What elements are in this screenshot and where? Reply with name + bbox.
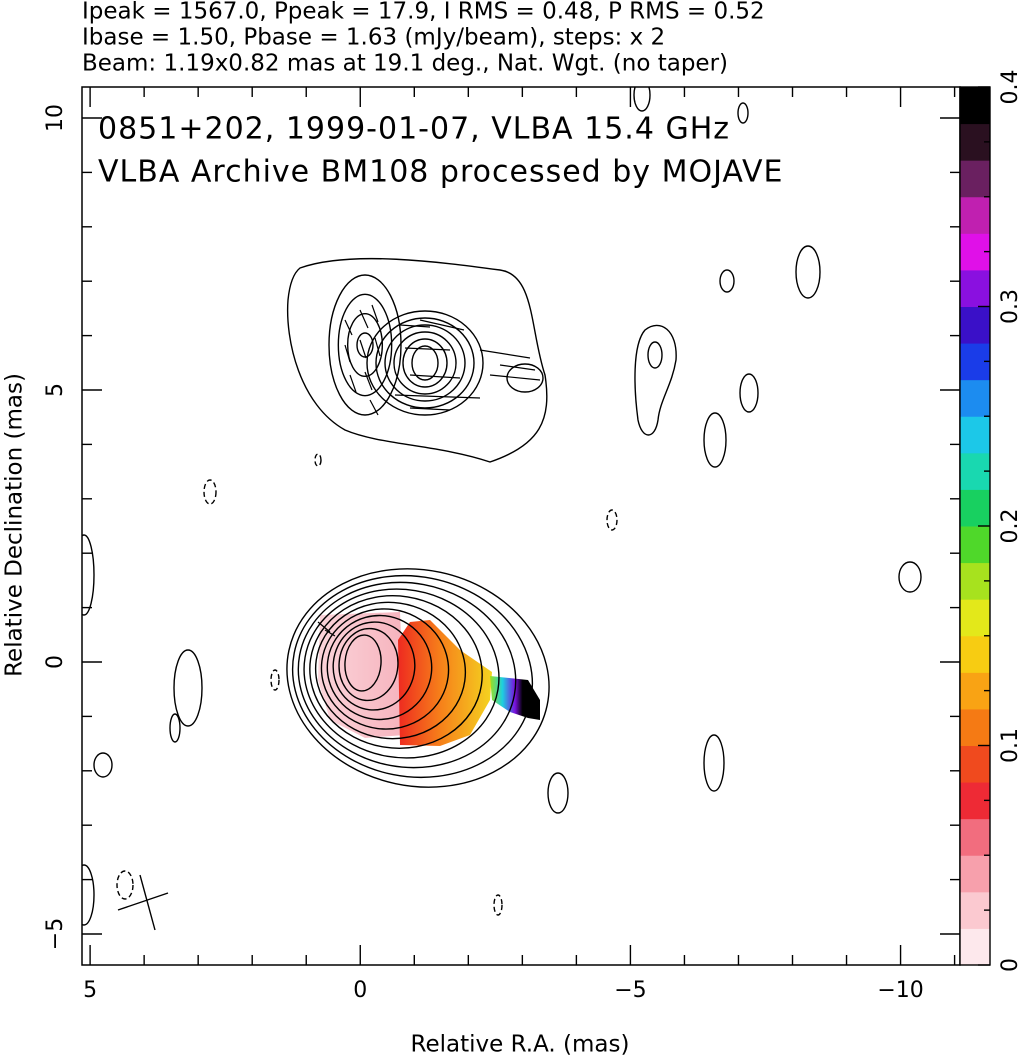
colorbar-band	[960, 818, 990, 856]
contour	[297, 581, 517, 769]
contour	[393, 331, 457, 395]
x-tick-label: 0	[353, 978, 367, 1003]
colorbar-band	[960, 379, 990, 417]
colorbar-band	[960, 855, 990, 893]
annotation: 0851+202, 1999-01-07, VLBA 15.4 GHz	[98, 112, 730, 147]
contour-negative	[493, 894, 503, 916]
header-line: Ipeak = 1567.0, Ppeak = 17.9, I RMS = 0.…	[82, 0, 765, 25]
contour	[739, 373, 759, 413]
x-axis-label: Relative R.A. (mas)	[411, 1032, 630, 1058]
contour	[384, 324, 466, 402]
contour	[375, 317, 475, 409]
colorbar-band	[960, 160, 990, 198]
contour	[169, 713, 181, 743]
contour	[737, 102, 749, 124]
contour-negative	[203, 479, 217, 505]
contour	[93, 752, 113, 778]
contours	[82, 87, 922, 926]
pol-vectors	[317, 304, 541, 637]
contour	[303, 588, 500, 759]
contour	[286, 257, 548, 463]
contour	[337, 293, 393, 397]
header-line: Ibase = 1.50, Pbase = 1.63 (mJy/beam), s…	[82, 25, 665, 51]
contour	[703, 734, 725, 792]
contour	[547, 772, 569, 814]
colorbar-band	[960, 269, 990, 307]
contour	[402, 338, 448, 388]
x-tick-label: −10	[877, 978, 923, 1003]
contour	[328, 274, 402, 416]
contour-negative	[116, 870, 134, 900]
contour-negative	[270, 669, 280, 691]
contour	[320, 608, 450, 730]
annotation: VLBA Archive BM108 processed by MOJAVE	[98, 155, 783, 190]
colorbar-band	[960, 599, 990, 637]
colorbar-band	[960, 928, 990, 966]
plot-frame	[81, 86, 961, 966]
contour	[173, 649, 203, 727]
colorbar-band	[960, 745, 990, 783]
colorbar-band	[960, 306, 990, 344]
colorbar-tick-label: 0.2	[998, 509, 1021, 544]
y-tick-label: −5	[43, 918, 68, 950]
contour	[338, 627, 399, 702]
contour	[506, 363, 544, 393]
contour	[309, 595, 483, 749]
contour-negative	[314, 453, 322, 467]
contour	[326, 614, 433, 721]
contour	[356, 332, 374, 358]
contour	[82, 534, 95, 616]
contour	[332, 621, 416, 711]
contour	[898, 561, 922, 593]
colorbar-tick-label: 0.3	[998, 289, 1021, 324]
colorbar-tick-label: 0.1	[998, 728, 1021, 763]
pol-region	[490, 676, 540, 720]
contour	[795, 245, 821, 299]
contour	[719, 269, 735, 293]
contour	[647, 341, 663, 369]
colorbar-tick-label: 0.4	[998, 70, 1021, 105]
contour	[634, 324, 677, 436]
y-tick-label: 10	[43, 104, 68, 132]
contour	[411, 345, 439, 381]
contour	[314, 601, 467, 740]
contour	[286, 568, 550, 788]
colorbar-band	[960, 87, 990, 125]
beam	[117, 874, 169, 931]
contour	[346, 312, 384, 378]
contour	[703, 412, 727, 468]
colorbar-band	[960, 635, 990, 673]
colorbar-band	[960, 708, 990, 746]
x-tick-label: −5	[614, 978, 646, 1003]
colorbar-band	[960, 489, 990, 527]
contour	[291, 574, 534, 779]
colorbar-band	[960, 526, 990, 564]
colorbar-band	[960, 196, 990, 234]
y-tick-label: 5	[43, 383, 68, 397]
pol-region	[398, 620, 492, 746]
header-line: Beam: 1.19x0.82 mas at 19.1 deg., Nat. W…	[82, 51, 728, 77]
contour	[366, 310, 484, 416]
contour	[633, 87, 651, 112]
y-tick-label: 0	[43, 655, 68, 669]
colorbar-band	[960, 416, 990, 454]
map	[82, 87, 922, 931]
x-tick-label: 5	[83, 978, 97, 1003]
contour-negative	[606, 509, 618, 531]
contour	[82, 864, 95, 926]
y-axis-label: Relative Declination (mas)	[2, 373, 28, 677]
contour	[344, 634, 382, 692]
colorbar-tick-label: 0	[998, 958, 1021, 972]
